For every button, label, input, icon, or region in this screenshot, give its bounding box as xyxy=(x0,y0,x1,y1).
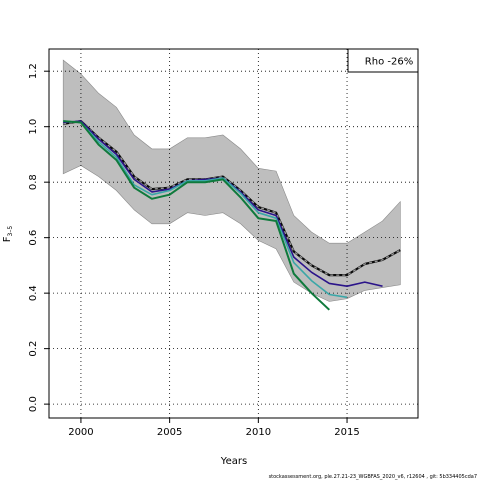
y-axis-title: F3–5 xyxy=(2,226,14,243)
footer-text: stockassessment.org, ple.27.21-23_WGBFAS… xyxy=(269,474,477,480)
plot-frame xyxy=(48,48,419,419)
legend: Rho -26% xyxy=(347,48,419,73)
y-axis-title-subscript: 3–5 xyxy=(7,226,14,237)
confidence-band xyxy=(62,59,401,302)
y-axis-title-group: F3–5 xyxy=(2,226,14,243)
series-line-1-dash-overlay xyxy=(63,120,401,276)
series-line-4 xyxy=(63,120,330,311)
x-tick-label: 2000 xyxy=(68,427,93,438)
legend-text: Rho -26% xyxy=(365,57,413,68)
confidence-band-layer xyxy=(62,59,401,302)
y-tick-label: 0.0 xyxy=(28,396,39,412)
series-layer xyxy=(63,119,401,311)
x-tick-label: 2010 xyxy=(246,427,271,438)
y-tick-label: 0.8 xyxy=(28,174,39,190)
y-tick-label: 0.6 xyxy=(28,230,39,246)
x-tick-label: 2005 xyxy=(157,427,182,438)
y-tick-label: 0.2 xyxy=(28,341,39,357)
x-axis-title: Years xyxy=(220,456,247,467)
axis-layer: 2000 2005 2010 2015 0.0 0.2 0.4 0.6 0.8 1.0 1.2 xyxy=(28,63,360,438)
y-tick-label: 0.4 xyxy=(28,285,39,301)
y-tick-label: 1.0 xyxy=(28,119,39,135)
y-axis-title-main: F xyxy=(2,236,13,242)
grid-layer xyxy=(49,49,418,418)
x-tick-label: 2015 xyxy=(334,427,359,438)
y-tick-label: 1.2 xyxy=(28,63,39,79)
legend-box xyxy=(347,48,419,73)
series-line-3 xyxy=(63,120,348,299)
